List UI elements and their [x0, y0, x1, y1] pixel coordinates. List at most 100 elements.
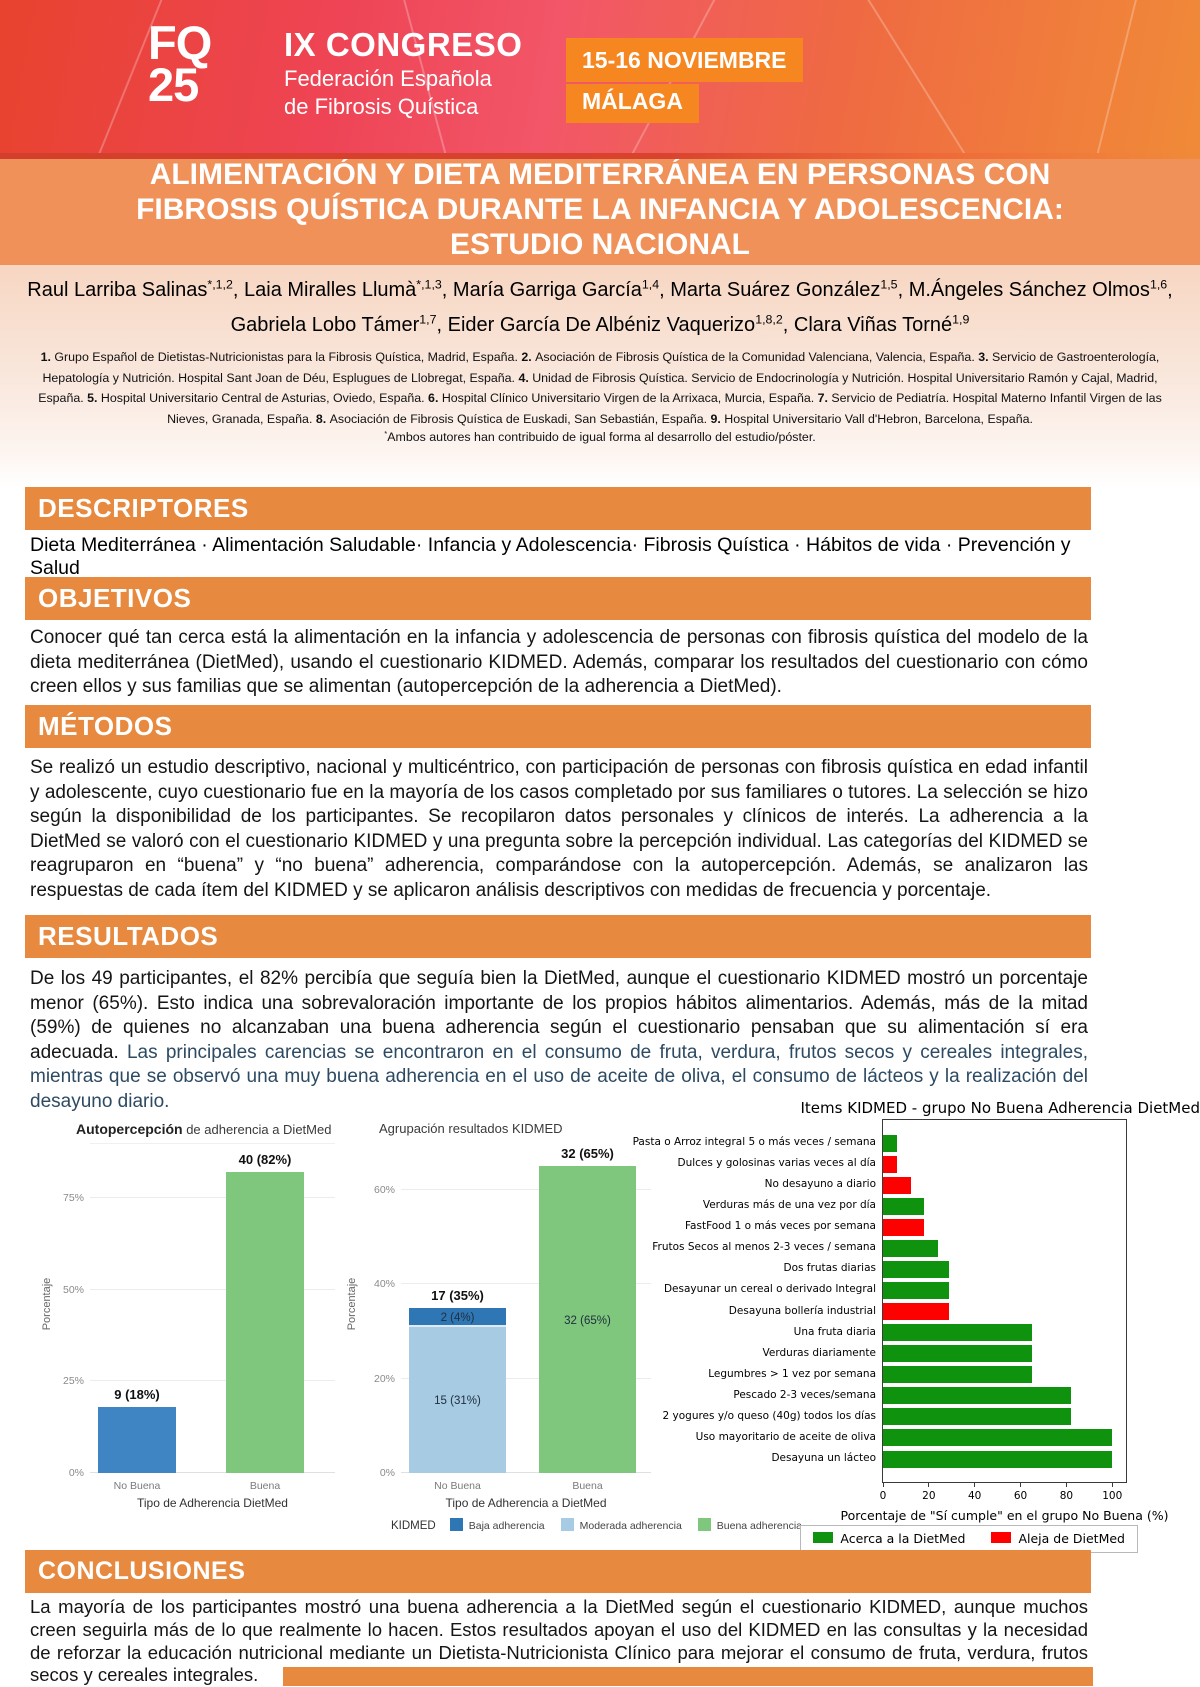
hbar-aleja: [883, 1156, 897, 1173]
conclusiones-text: La mayoría de los participantes mostró u…: [30, 1596, 1088, 1687]
plot-area: Pasta o Arroz integral 5 o más veces / s…: [882, 1119, 1127, 1483]
item-label: 2 yogures y/o queso (40g) todos los días: [546, 1410, 876, 1422]
item-label: Desayunar un cereal o derivado Integral: [546, 1283, 876, 1295]
charts-row: Autopercepción de adherencia a DietMed 0%…: [0, 1093, 1200, 1550]
poster-title-line-1: ALIMENTACIÓN Y DIETA MEDITERRÁNEA EN PER…: [0, 157, 1200, 192]
hbar-acerca: [883, 1135, 897, 1152]
affiliations: 1. Grupo Español de Dietistas-Nutricioni…: [30, 347, 1170, 429]
x-tick-label: 20: [914, 1490, 944, 1502]
legend-label: Acerca a la DietMed: [840, 1531, 965, 1546]
hbar-acerca: [883, 1387, 1071, 1404]
hbar-acerca: [883, 1451, 1112, 1468]
item-label: Legumbres > 1 vez por semana: [546, 1368, 876, 1380]
x-tick: [928, 1482, 929, 1487]
chart-title: Agrupación resultados KIDMED: [379, 1121, 563, 1136]
gridline: [90, 1143, 335, 1144]
chart-title: Autopercepción de adherencia a DietMed: [76, 1121, 331, 1137]
organization-line-2: de Fibrosis Quística: [284, 94, 522, 120]
hbar-aleja: [883, 1177, 911, 1194]
logo-25: 25: [148, 64, 211, 106]
x-axis-title: Porcentaje de "Sí cumple" en el grupo No…: [823, 1508, 1186, 1523]
legend-label: Baja adherencia: [469, 1520, 545, 1532]
keywords-line: Dieta Mediterránea · Alimentación Saluda…: [30, 534, 1090, 580]
x-tick: [883, 1482, 884, 1487]
hbar-acerca: [883, 1345, 1032, 1362]
decorative-line: [845, 0, 1016, 153]
x-category-label: No Buena: [73, 1480, 201, 1492]
x-tick: [1066, 1482, 1067, 1487]
hbar-acerca: [883, 1429, 1112, 1446]
congress-header: FQ 25 IX CONGRESO Federación Española de…: [0, 0, 1200, 153]
organization-line-1: Federación Española: [284, 66, 522, 92]
poster-title-line-3: ESTUDIO NACIONAL: [0, 227, 1200, 262]
x-category-label: Buena: [201, 1480, 329, 1492]
x-axis-title: Tipo de Adherencia DietMed: [90, 1496, 335, 1510]
authors-line-2: Gabriela Lobo Támer1,7, Eider García De …: [0, 314, 1200, 337]
legend-swatch: [561, 1518, 574, 1531]
legend-label: Aleja de DietMed: [1018, 1531, 1125, 1546]
total-label: 17 (35%): [384, 1288, 531, 1303]
y-axis-title: Porcentaje: [41, 1259, 53, 1349]
section-heading-conclusiones: CONCLUSIONES: [25, 1550, 1091, 1593]
y-tick-label: 20%: [353, 1373, 395, 1385]
item-label: Uso mayoritario de aceite de oliva: [546, 1431, 876, 1443]
objetivos-text: Conocer qué tan cerca está la alimentaci…: [30, 626, 1088, 700]
legend: Acerca a la DietMed Aleja de DietMed: [800, 1525, 1138, 1553]
congress-title: IX CONGRESO: [284, 26, 522, 64]
hbar-acerca: [883, 1408, 1071, 1425]
hbar-acerca: [883, 1261, 949, 1278]
fq25-logo: FQ 25: [148, 22, 211, 106]
legend-swatch: [450, 1518, 463, 1531]
x-tick-label: 60: [1006, 1490, 1036, 1502]
bar-value-label: 9 (18%): [73, 1387, 201, 1402]
metodos-text: Se realizó un estudio descriptivo, nacio…: [30, 756, 1088, 903]
x-tick: [1112, 1482, 1113, 1487]
title-top-edge: [0, 153, 1200, 159]
item-label: No desayuno a diario: [546, 1178, 876, 1190]
item-label: Dos frutas diarias: [546, 1262, 876, 1274]
congress-block: IX CONGRESO Federación Española de Fibro…: [284, 26, 522, 120]
item-label: Frutos Secos al menos 2-3 veces / semana: [546, 1241, 876, 1253]
x-tick-label: 80: [1051, 1490, 1081, 1502]
bar-value-label: 40 (82%): [201, 1152, 329, 1167]
x-axis-title: Tipo de Adherencia a DietMed: [401, 1496, 651, 1510]
x-tick-label: 40: [960, 1490, 990, 1502]
item-label: Verduras diariamente: [546, 1347, 876, 1359]
chart-items-kidmed: Items KIDMED - grupo No Buena Adherencia…: [645, 1093, 1200, 1563]
poster-title-line-2: FIBROSIS QUÍSTICA DURANTE LA INFANCIA Y …: [0, 192, 1200, 227]
bar-No Buena: [98, 1407, 176, 1473]
poster-title: ALIMENTACIÓN Y DIETA MEDITERRÁNEA EN PER…: [0, 153, 1200, 265]
y-tick-label: 0%: [42, 1467, 84, 1479]
section-heading-metodos: MÉTODOS: [25, 705, 1091, 748]
date-badge: 15-16 NOVIEMBRE: [566, 38, 803, 82]
y-tick-label: 75%: [42, 1192, 84, 1204]
hbar-acerca: [883, 1240, 938, 1257]
footnote-text: Ambos autores han contribuido de igual f…: [387, 430, 815, 444]
item-label: Pasta o Arroz integral 5 o más veces / s…: [546, 1136, 876, 1148]
hbar-aleja: [883, 1303, 949, 1320]
resultados-text: De los 49 participantes, el 82% percibía…: [30, 967, 1088, 1114]
hbar-acerca: [883, 1282, 949, 1299]
legend-swatch: [991, 1532, 1011, 1543]
x-category-label: No Buena: [384, 1480, 531, 1492]
decorative-line: [1071, 0, 1150, 153]
hbar-acerca: [883, 1324, 1032, 1341]
legend-title: KIDMED: [391, 1520, 436, 1532]
section-heading-objetivos: OBJETIVOS: [25, 577, 1091, 620]
hbar-acerca: [883, 1366, 1032, 1383]
segment-label: 15 (31%): [409, 1395, 506, 1407]
y-tick-label: 0%: [353, 1467, 395, 1479]
x-tick: [1020, 1482, 1021, 1487]
resultados-text-highlight: Las principales carencias se encontraron…: [30, 1042, 1088, 1112]
y-tick-label: 60%: [353, 1184, 395, 1196]
x-category-label: Buena: [514, 1480, 661, 1492]
section-heading-descriptores: DESCRIPTORES: [25, 487, 1091, 530]
item-label: Una fruta diaria: [546, 1326, 876, 1338]
item-label: Verduras más de una vez por día: [546, 1199, 876, 1211]
legend-swatch: [813, 1532, 833, 1543]
item-label: Desayuna bollería industrial: [546, 1305, 876, 1317]
bar-Buena: [226, 1172, 304, 1473]
authors-footnote: *Ambos autores han contribuido de igual …: [0, 430, 1200, 444]
city-badge: MÁLAGA: [566, 84, 699, 123]
